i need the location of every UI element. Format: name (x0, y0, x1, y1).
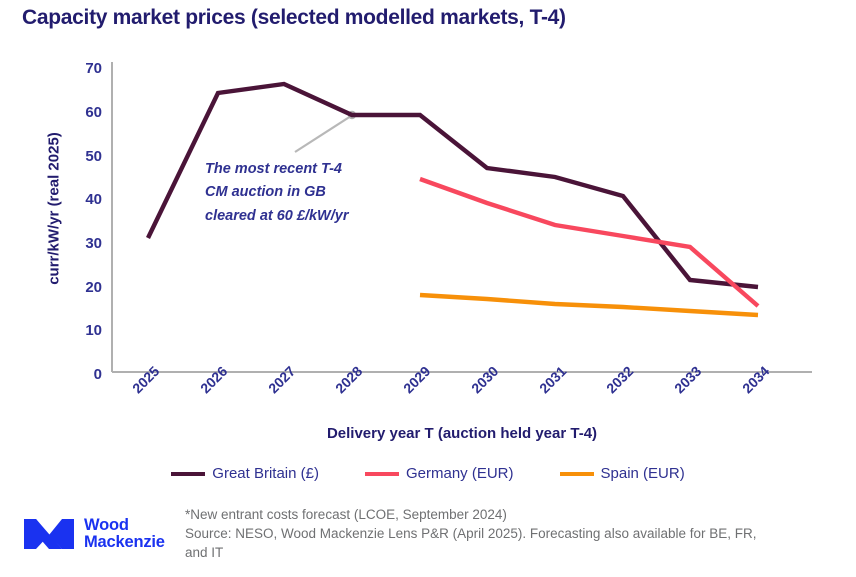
y-tick-label: 30 (85, 235, 102, 252)
logo-line-2: Mackenzie (84, 533, 165, 552)
wood-mackenzie-wordmark: Wood Mackenzie (84, 516, 165, 552)
y-tick-label: 70 (85, 60, 102, 77)
x-axis-title: Delivery year T (auction held year T-4) (326, 425, 598, 442)
footnote-source-line-2: and IT (185, 545, 224, 561)
legend-label: Great Britain (£) (212, 465, 319, 482)
y-tick-label: 50 (85, 148, 102, 165)
annotation-leader-line (294, 115, 352, 153)
footnote-new-entrant-costs: *New entrant costs forecast (LCOE, Septe… (185, 507, 507, 522)
series-line-great-britain (146, 81, 759, 290)
legend-item-great-britain[interactable]: Great Britain (£) (171, 465, 319, 482)
series-line-germany (419, 176, 760, 308)
page-title: Capacity market prices (selected modelle… (22, 6, 566, 29)
legend-swatch-icon (171, 471, 206, 476)
legend-item-spain[interactable]: Spain (EUR) (559, 465, 685, 482)
chart-annotation: The most recent T-4 CM auction in GB cle… (205, 161, 349, 224)
legend-item-germany[interactable]: Germany (EUR) (364, 465, 514, 482)
y-tick-label: 60 (85, 104, 102, 121)
wood-mackenzie-mark-icon (24, 519, 74, 550)
legend-label: Spain (EUR) (600, 465, 685, 482)
legend-swatch-icon (559, 471, 594, 476)
series-line-spain (419, 292, 759, 318)
footnote-source-line-1: Source: NESO, Wood Mackenzie Lens P&R (A… (185, 526, 757, 542)
chart-plot-area: curr/kW/yr (real 2025) 70 60 50 40 30 20… (46, 60, 812, 442)
legend-label: Germany (EUR) (405, 465, 514, 482)
logo-line-1: Wood (84, 516, 129, 534)
chart-legend: Great Britain (£) Germany (EUR) Spain (E… (0, 465, 856, 482)
legend-swatch-icon (364, 471, 399, 476)
y-tick-label: 10 (85, 322, 102, 339)
footnotes: *New entrant costs forecast (LCOE, Septe… (185, 505, 845, 562)
chart-footer: Wood Mackenzie *New entrant costs foreca… (0, 505, 856, 577)
y-tick-label: 20 (85, 279, 102, 296)
y-tick-label: 40 (85, 191, 102, 208)
y-tick-label: 0 (93, 366, 102, 383)
wood-mackenzie-logo: Wood Mackenzie (22, 516, 165, 552)
chart-canvas (111, 62, 812, 373)
